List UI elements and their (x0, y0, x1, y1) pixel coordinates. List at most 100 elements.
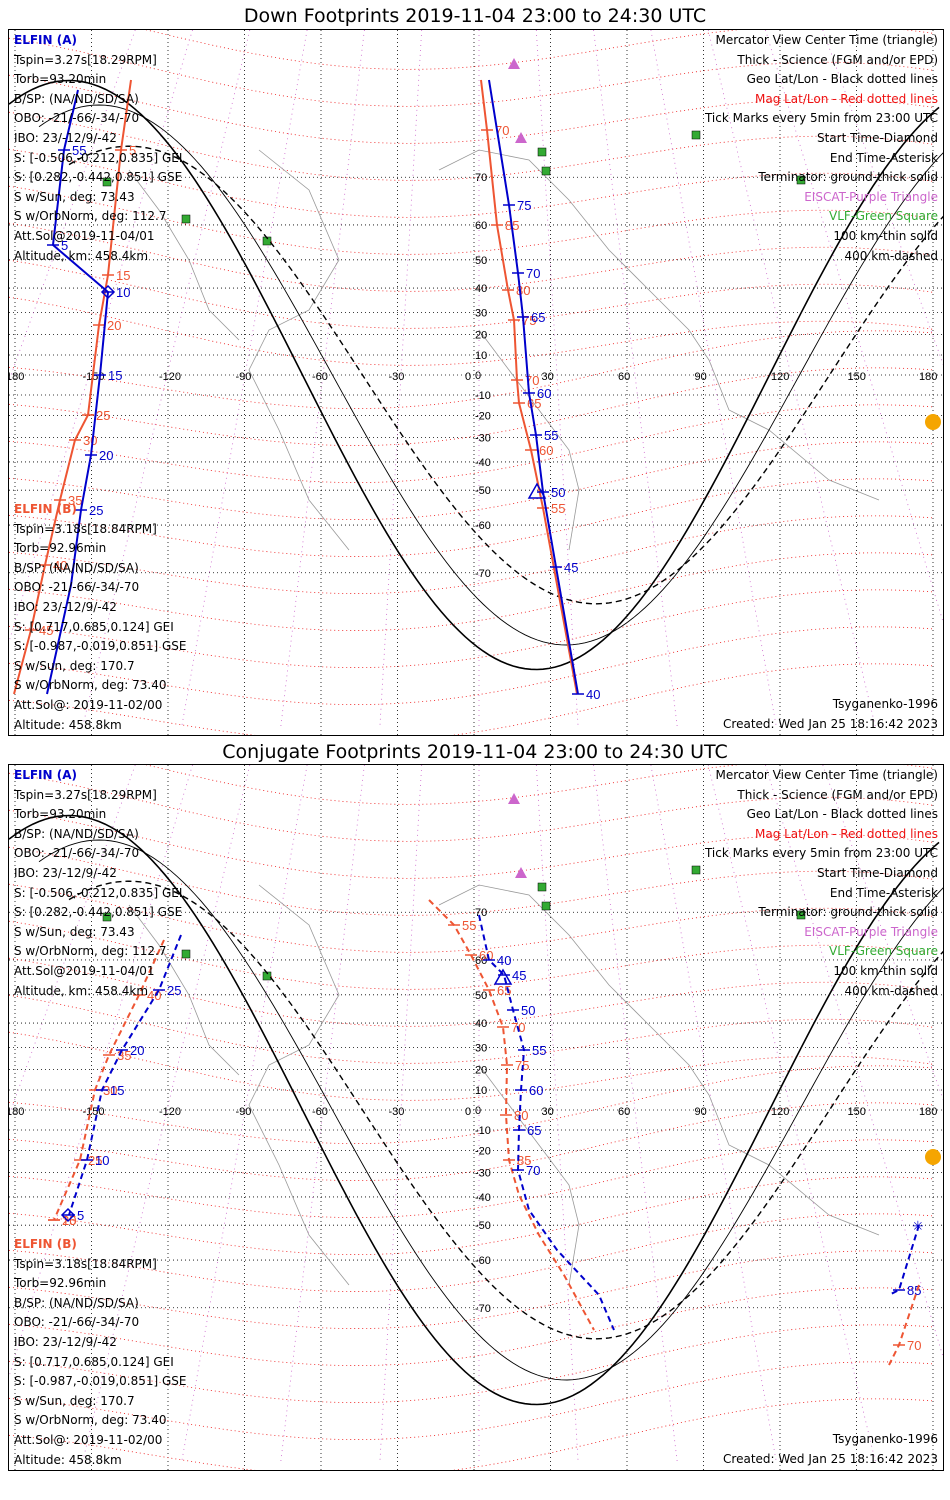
track-tick-label: 80 (514, 1108, 528, 1123)
legend-start-time: Start Time-Diamond (816, 865, 938, 880)
elfin-b-s-gse: S: [-0.987,-0.019,0.851] GSE (14, 1374, 187, 1389)
terminator-ground (9, 79, 940, 671)
vlf-square-icon (691, 130, 701, 140)
elfin-b-tspin: Tspin=3.18s[18.84RPM] (14, 1256, 157, 1271)
elfin-b-s-gei: S: [0.717,0.685,0.124] GEI (14, 1354, 174, 1369)
mag-parallel (9, 883, 934, 953)
lat-tick-label: 60 (475, 955, 487, 967)
legend-science: Thick - Science (FGM and/or EPD) (737, 52, 938, 67)
elfin-b-info: ELFIN (B) Tspin=3.18s[18.84RPM] Torb=92.… (14, 500, 187, 735)
mag-parallel (9, 404, 934, 483)
track-tick-label: 45 (512, 968, 526, 983)
elfin-b-ibo: IBO: 23/-12/9/-42 (14, 599, 117, 614)
elfin-b-att: Att.Sol@: 2019-11-02/00 (14, 697, 163, 712)
track-tick-label: 70 (907, 1338, 921, 1353)
lon-tick-label: -60 (312, 371, 328, 383)
lat-tick-label: 10 (475, 350, 487, 362)
track-tick-label: 30 (103, 1083, 117, 1098)
legend-geo-grid: Geo Lat/Lon - Black dotted lines (746, 72, 938, 87)
model-label: Tsyganenko-1996 (832, 697, 938, 711)
lat-tick-label: -50 (475, 1220, 491, 1232)
elfin-b-name: ELFIN (B) (14, 1237, 77, 1251)
mag-parallel (9, 994, 934, 1064)
elfin-a-s-gei: S: [-0.506,-0.212,0.835] GEI (14, 885, 183, 900)
elfin-b-torb: Torb=92.96min (14, 541, 107, 556)
elfin-a-bsp: B/SP: (NA/ND/SD/SA) (14, 826, 139, 841)
legend-start-time: Start Time-Diamond (816, 130, 938, 145)
lat-tick-label: 50 (475, 255, 487, 267)
elfin-a-torb: Torb=93.20min (14, 807, 107, 822)
legend-100km: 100 km-thin solid (833, 228, 938, 243)
lon-tick-label: 60 (618, 371, 630, 383)
track-tick-label: 70 (526, 266, 540, 281)
elfin-b-obo: OBO: -21/-66/-34/-70 (14, 1315, 140, 1330)
lon-tick-label: 180 (919, 1106, 937, 1118)
elfin-b-s-orb: S w/OrbNorm, deg: 73.40 (14, 678, 167, 693)
lat-tick-label: -70 (475, 568, 491, 580)
lon-tick-label: 90 (695, 371, 707, 383)
mag-parallel (9, 111, 934, 181)
mag-parallel (9, 148, 934, 218)
lon-tick-label: 180 (9, 371, 24, 383)
mag-parallel (9, 920, 934, 990)
track-tick-label: 20 (107, 318, 121, 333)
mag-parallel (9, 1139, 934, 1218)
track-tick-label: 55 (462, 918, 476, 933)
conjugate-map-canvas: 180-150-120-90-60-3003060901201501807060… (9, 765, 943, 1470)
lon-tick-label: 30 (542, 1106, 554, 1118)
eiscat-triangle-icon (508, 58, 520, 69)
track-tick-label: 45 (39, 623, 53, 638)
mag-parallel (9, 957, 934, 1027)
elfin-a-s-orb: S w/OrbNorm, deg: 112.7 (14, 944, 167, 959)
track-tick-label: 20 (130, 1043, 144, 1058)
track-tick-label: 25 (167, 983, 181, 998)
legend-geo-grid: Geo Lat/Lon - Black dotted lines (746, 807, 938, 822)
elfin-b-s-gei: S: [0.717,0.685,0.124] GEI (14, 619, 174, 634)
down-footprints-title: Down Footprints 2019-11-04 23:00 to 24:3… (243, 5, 707, 27)
track-tick-label: 60 (537, 386, 551, 401)
track-tick-label: 65 (531, 310, 545, 325)
track-tick-label: 80 (516, 283, 530, 298)
lat-tick-label: 40 (475, 283, 487, 295)
elfin-b-s-sun: S w/Sun, deg: 170.7 (14, 1393, 135, 1408)
elfin-b-att: Att.Sol@: 2019-11-02/00 (14, 1432, 163, 1447)
vlf-square-icon (691, 865, 701, 875)
mag-parallel (9, 846, 934, 916)
mag-parallel (9, 330, 934, 409)
lat-tick-label: 0 (475, 1105, 481, 1117)
vlf-square-icon (541, 901, 551, 911)
track-tick-label: 10 (116, 285, 130, 300)
lat-tick-label: 20 (475, 329, 487, 341)
lon-tick-label: 180 (919, 371, 937, 383)
start-time-diamond-icon (60, 1207, 76, 1223)
elfin-a-tspin: Tspin=3.27s[18.29RPM] (14, 787, 157, 802)
coastline (478, 1064, 580, 1286)
sun-icon (925, 1149, 941, 1165)
track-tick-label: 55 (72, 143, 86, 158)
legend-end-time: End Time-Asterisk (829, 150, 938, 165)
legend-eiscat: EISCAT-Purple Triangle (804, 924, 938, 939)
map-legend: Mercator View Center Time (triangle) Thi… (705, 31, 938, 266)
vlf-square-icon (537, 147, 547, 157)
elfin-a-info: ELFIN (A) Tspin=3.27s[18.29RPM] Torb=93.… (14, 31, 182, 266)
track-tick-label: 35 (68, 493, 82, 508)
vlf-square-icon (796, 175, 806, 185)
lat-tick-label: -30 (475, 1168, 491, 1180)
vlf-square-icon (181, 214, 191, 224)
track-tick-label: 25 (88, 1153, 102, 1168)
lat-tick-label: -10 (475, 390, 491, 402)
elfin-a-ibo: IBO: 23/-12/9/-42 (14, 865, 117, 880)
lon-tick-label: 60 (618, 1106, 630, 1118)
elfin-a-s-gei: S: [-0.506,-0.212,0.835] GEI (14, 150, 183, 165)
legend-terminator: Terminator: ground-thick solid (758, 905, 938, 920)
mag-parallel (9, 74, 934, 144)
track-tick-label: 45 (564, 560, 578, 575)
model-label: Tsyganenko-1996 (832, 1432, 938, 1446)
elfin-b-torb: Torb=92.96min (14, 1276, 107, 1291)
track-tick-label: 15 (116, 268, 130, 283)
track-tick-label: 65 (527, 1123, 541, 1138)
track-tick-label: 50 (521, 1003, 535, 1018)
lat-tick-label: -20 (475, 1146, 491, 1158)
elfin-b-bsp: B/SP: (NA/ND/SD/SA) (14, 1295, 139, 1310)
elfin-b-alt: Altitude: 458.8km (14, 717, 122, 732)
